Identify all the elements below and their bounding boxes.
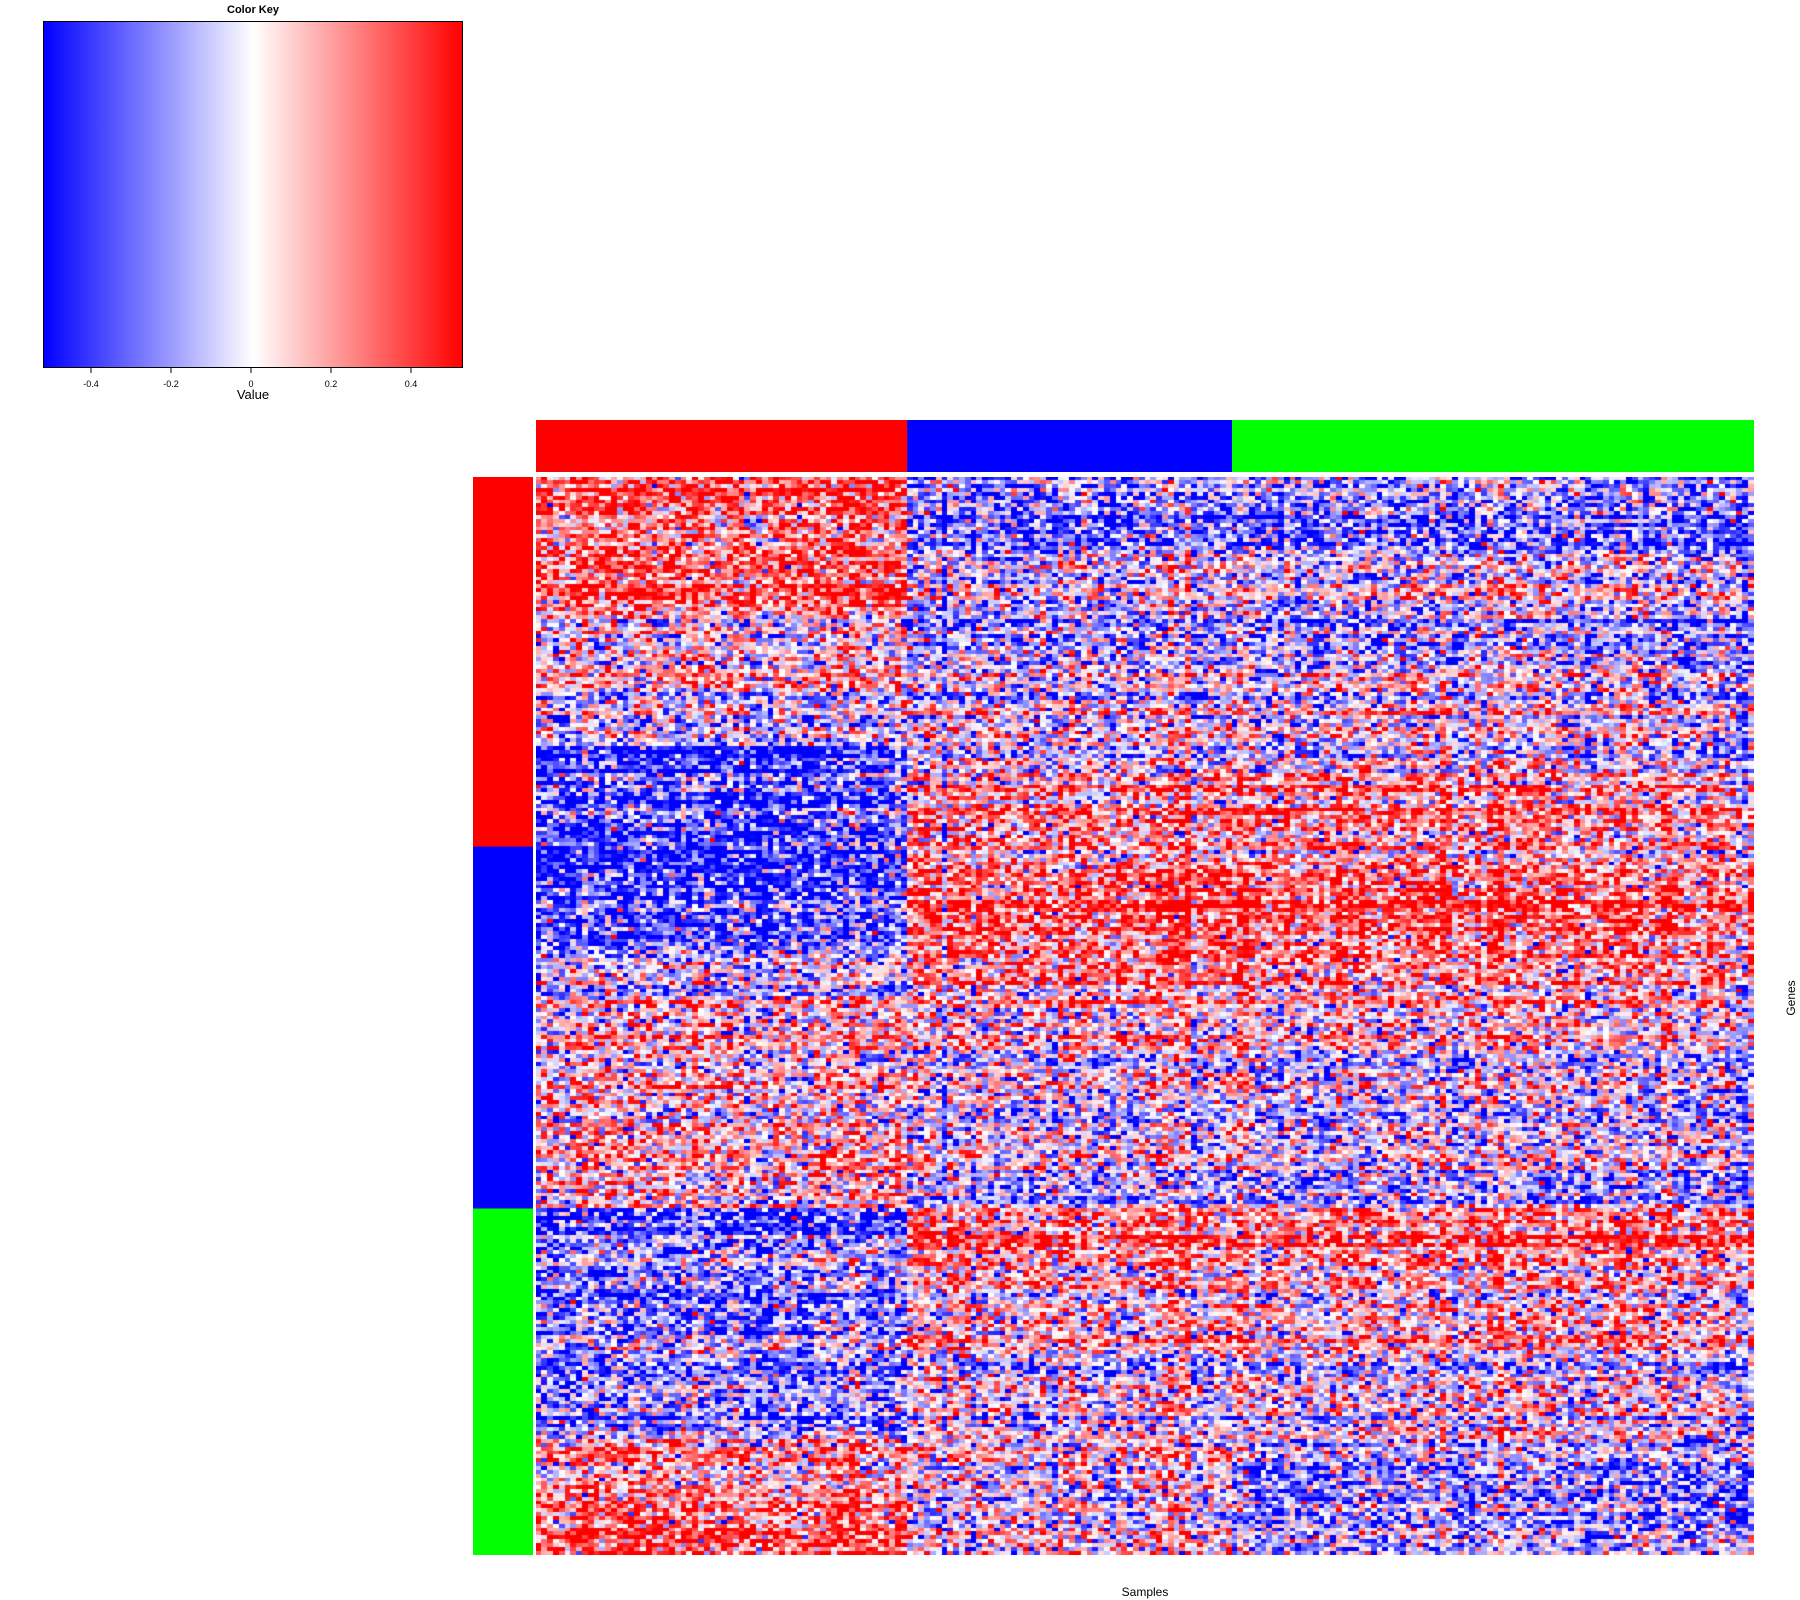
heatmap-grid <box>536 477 1754 1555</box>
color-key-ticks <box>90 367 412 373</box>
column-side-color-group-1 <box>536 420 908 472</box>
color-key-tick-label: 0 <box>248 379 254 389</box>
color-key-tick-label: 0.4 <box>404 379 418 389</box>
column-side-color-group-3 <box>1232 420 1754 472</box>
y-axis-label: Genes <box>1784 980 1798 1016</box>
color-key <box>43 21 463 373</box>
column-side-colors <box>536 420 1754 472</box>
color-key-gradient <box>43 21 463 368</box>
color-key-tick-label: -0.4 <box>83 379 99 389</box>
color-key-title: Color Key <box>227 4 279 16</box>
row-side-color-group-3 <box>473 1208 533 1555</box>
row-side-colors <box>473 477 533 1555</box>
color-key-tick-label: 0.2 <box>324 379 338 389</box>
column-side-color-group-2 <box>907 420 1233 472</box>
row-side-color-group-1 <box>473 477 533 848</box>
row-side-color-group-2 <box>473 846 533 1209</box>
color-key-tick-label: -0.2 <box>163 379 179 389</box>
color-key-xlabel: Value <box>236 387 270 402</box>
x-axis-label: Samples <box>1121 1585 1169 1599</box>
